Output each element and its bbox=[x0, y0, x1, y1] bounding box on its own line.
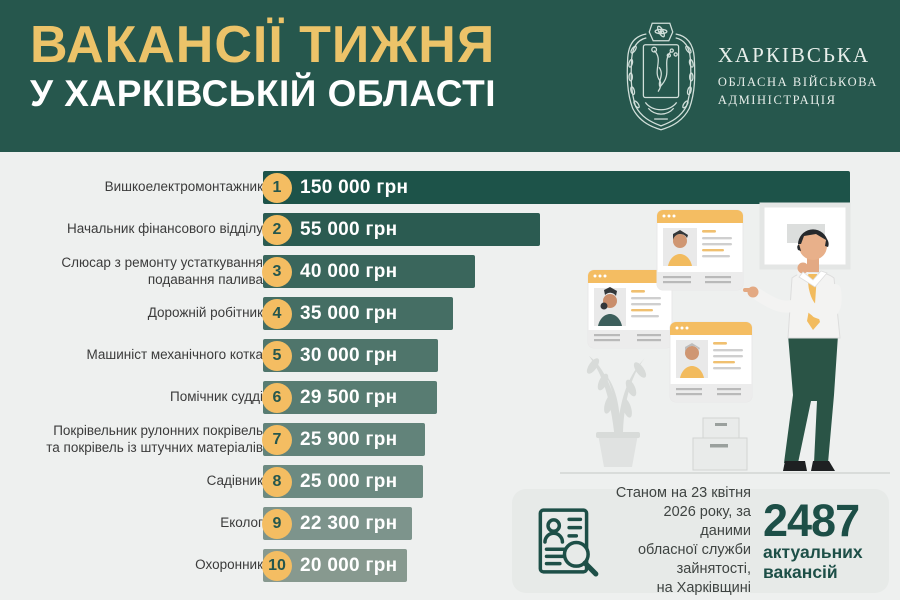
vacancy-job-title: Дорожній робітник bbox=[147, 305, 263, 321]
vacancy-bar-track: 8 25 000 грн bbox=[262, 465, 887, 498]
data-source-note: Станом на 23 квітня 2026 року, за даними… bbox=[612, 484, 751, 599]
vacancy-count-number: 2487 bbox=[763, 494, 860, 546]
rank-badge: 5 bbox=[262, 340, 292, 371]
salary-value: 20 000 грн bbox=[300, 554, 398, 576]
salary-value: 30 000 грн bbox=[300, 344, 398, 366]
vacancy-job-title: Садівник bbox=[206, 473, 263, 489]
resume-search-icon bbox=[538, 508, 599, 577]
vacancy-bar-track: 1 150 000 грн bbox=[262, 171, 887, 204]
salary-bar: 55 000 грн bbox=[263, 213, 540, 246]
vacancy-job-title: Слюсар з ремонту устаткування подавання … bbox=[61, 255, 263, 287]
salary-value: 35 000 грн bbox=[300, 302, 398, 324]
vacancy-row: Охоронник 10 20 000 грн bbox=[27, 549, 887, 582]
vacancy-bar-track: 10 20 000 грн bbox=[262, 549, 887, 582]
org-name-line1: ХАРКІВСЬКА bbox=[717, 42, 871, 67]
plant bbox=[586, 356, 647, 467]
candidate-card-left bbox=[587, 269, 673, 349]
page-title: ВАКАНСІЇ ТИЖНЯ У ХАРКІВСЬКІЙ ОБЛАСТІ bbox=[0, 0, 496, 152]
header-banner: ВАКАНСІЇ ТИЖНЯ У ХАРКІВСЬКІЙ ОБЛАСТІ bbox=[0, 0, 900, 152]
salary-value: 55 000 грн bbox=[300, 218, 398, 240]
vacancy-bar-track: 2 55 000 грн bbox=[262, 213, 887, 246]
salary-bar: 25 900 грн bbox=[263, 423, 425, 456]
rank-badge: 7 bbox=[262, 424, 292, 455]
salary-bar: 150 000 грн bbox=[263, 171, 850, 204]
rank-badge: 4 bbox=[262, 298, 292, 329]
vacancy-row: Помічник судді 6 29 500 грн bbox=[27, 381, 887, 414]
page-title-line2: У ХАРКІВСЬКІЙ ОБЛАСТІ bbox=[30, 73, 496, 115]
rank-badge: 8 bbox=[262, 466, 292, 497]
salary-bar: 35 000 грн bbox=[263, 297, 453, 330]
recruiter-illustration bbox=[560, 202, 890, 474]
rank-badge: 2 bbox=[262, 214, 292, 245]
vacancy-job-title: Помічник судді bbox=[170, 389, 263, 405]
vacancy-count-label1: актуальних bbox=[763, 542, 863, 563]
rank-badge: 3 bbox=[262, 256, 292, 287]
note-line4: на Харківщині bbox=[656, 580, 751, 597]
vacancy-row: Вишкоелектромонтажник 1 150 000 грн bbox=[27, 171, 887, 204]
candidate-card-top bbox=[656, 209, 744, 291]
vacancy-job-title: Машиніст механічного котка bbox=[86, 347, 263, 363]
salary-bar: 40 000 грн bbox=[263, 255, 475, 288]
page-title-line1: ВАКАНСІЇ ТИЖНЯ bbox=[30, 16, 496, 74]
administration-name: ХАРКІВСЬКА ОБЛАСНА ВІЙСЬКОВА АДМІНІСТРАЦ… bbox=[718, 43, 878, 109]
rank-badge: 6 bbox=[262, 382, 292, 413]
salary-value: 22 300 грн bbox=[300, 512, 398, 534]
vacancy-bar-track: 6 29 500 грн bbox=[262, 381, 887, 414]
vacancy-row: Дорожній робітник 4 35 000 грн bbox=[27, 297, 887, 330]
vacancy-bar-track: 5 30 000 грн bbox=[262, 339, 887, 372]
vacancy-row: Еколог 9 22 300 грн bbox=[27, 507, 887, 540]
vacancy-job-title: Еколог bbox=[220, 515, 263, 531]
rank-badge: 1 bbox=[262, 172, 292, 203]
rank-badge: 10 bbox=[262, 550, 292, 581]
vacancy-count-stat: 2487 актуальних вакансій bbox=[761, 494, 873, 583]
vacancy-bar-track: 7 25 900 грн bbox=[262, 423, 887, 456]
vacancy-job-title: Охоронник bbox=[195, 557, 263, 573]
vacancy-row: Покрівельник рулонних покрівель та покрі… bbox=[27, 423, 887, 456]
note-line3: обласної служби зайнятості, bbox=[637, 542, 751, 578]
org-name-line2: ОБЛАСНА ВІЙСЬКОВА bbox=[717, 74, 878, 89]
vacancy-bar-track: 3 40 000 грн bbox=[262, 255, 887, 288]
note-line1: Станом на 23 квітня bbox=[615, 484, 751, 501]
coat-of-arms-icon bbox=[626, 22, 696, 131]
recruiter-figure bbox=[743, 229, 842, 471]
vacancy-row: Садівник 8 25 000 грн bbox=[27, 465, 887, 498]
vacancy-bar-track: 9 22 300 грн bbox=[262, 507, 887, 540]
vacancy-count-label2: вакансій bbox=[763, 562, 838, 583]
salary-value: 25 000 грн bbox=[300, 470, 398, 492]
candidate-card-bottom bbox=[669, 321, 753, 403]
vacancy-row: Машиніст механічного котка 5 30 000 грн bbox=[27, 339, 887, 372]
salary-value: 29 500 грн bbox=[300, 386, 398, 408]
salary-value: 150 000 грн bbox=[300, 176, 409, 198]
vacancy-bar-chart: Вишкоелектромонтажник 1 150 000 грн Нача… bbox=[27, 171, 887, 591]
vacancy-bar-track: 4 35 000 грн bbox=[262, 297, 887, 330]
salary-bar: 29 500 грн bbox=[263, 381, 437, 414]
vacancy-row: Слюсар з ремонту устаткування подавання … bbox=[27, 255, 887, 288]
note-line2: 2026 року, за даними bbox=[663, 503, 752, 539]
administration-logo: ХАРКІВСЬКА ОБЛАСНА ВІЙСЬКОВА АДМІНІСТРАЦ… bbox=[617, 0, 900, 152]
summary-info-box: Станом на 23 квітня 2026 року, за даними… bbox=[512, 485, 889, 596]
org-name-line3: АДМІНІСТРАЦІЯ bbox=[717, 93, 837, 107]
storage-boxes bbox=[692, 417, 748, 471]
salary-value: 40 000 грн bbox=[300, 260, 398, 282]
vacancy-job-title: Вишкоелектромонтажник bbox=[104, 179, 263, 195]
salary-value: 25 900 грн bbox=[300, 428, 398, 450]
salary-bar: 30 000 грн bbox=[263, 339, 438, 372]
vacancy-job-title: Покрівельник рулонних покрівель та покрі… bbox=[46, 423, 263, 455]
vacancy-job-title: Начальник фінансового відділу bbox=[67, 221, 263, 237]
vacancy-row: Начальник фінансового відділу 2 55 000 г… bbox=[27, 213, 887, 246]
rank-badge: 9 bbox=[262, 508, 292, 539]
